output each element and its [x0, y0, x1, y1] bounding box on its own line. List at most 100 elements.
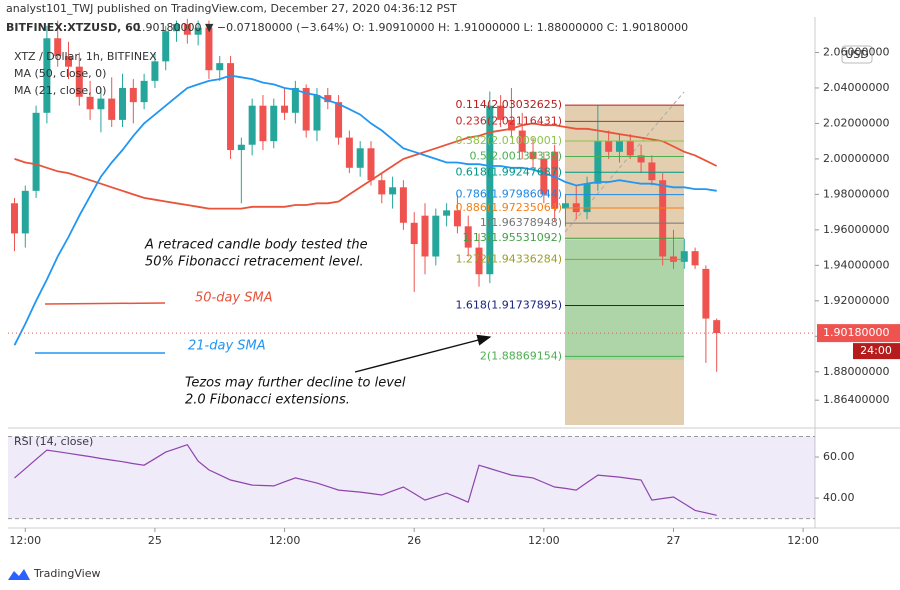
candle-body [119, 87, 127, 120]
y-tick-label: 1.94000000 [823, 258, 889, 271]
candle-body [561, 203, 569, 209]
main-pane: 0.114(2.03032625) 0.236(2.02116431) 0.382(… [8, 18, 815, 372]
fib-label: 1.13(1.95531092) [462, 231, 562, 244]
countdown-box [853, 343, 900, 360]
y-tick-label: 1.86400000 [823, 393, 889, 406]
candle-body [594, 141, 602, 184]
candle-body [356, 148, 364, 168]
candle-body [551, 151, 559, 209]
candle-body [10, 203, 18, 234]
y-tick-label: 40.00 [823, 491, 855, 504]
x-tick-label: 12:00 [9, 534, 41, 547]
candle-body [626, 141, 634, 156]
candle-body [345, 137, 353, 168]
candle-body [54, 38, 62, 57]
fib-label: 0.886(1.97235064) [455, 201, 562, 214]
candle-body [108, 98, 116, 120]
logo: TradingView [8, 567, 100, 580]
rsi-legend: RSI (14, close) [14, 435, 93, 448]
candle-body [205, 27, 213, 71]
annotation: A retraced candle body tested the [144, 238, 368, 253]
candle-body [324, 95, 332, 103]
candle-body [97, 98, 105, 110]
candle-body [680, 251, 688, 262]
y-tick-label: 2.00000000 [823, 152, 889, 165]
fib-box [564, 91, 685, 425]
candle-body [507, 119, 515, 131]
legend-entry: MA (21, close, 0) [14, 84, 106, 97]
candle-body [583, 183, 591, 213]
currency-box[interactable] [841, 45, 873, 64]
candle-body [713, 320, 721, 334]
candle-body [227, 63, 235, 151]
candle-body [43, 38, 51, 113]
y-tick-label: 2.06000000 [823, 45, 889, 58]
x-tick-label: 25 [148, 534, 162, 547]
legend-entry: MA (50, close, 0) [14, 67, 106, 80]
x-tick-label: 26 [407, 534, 421, 547]
fib-label: 1(1.96378948) [480, 216, 562, 229]
annotation: 2.0 Fibonacci extensions. [185, 393, 350, 408]
candle-body [399, 187, 407, 223]
candle-body [151, 61, 159, 81]
candle-body [659, 180, 667, 257]
candle-body [281, 105, 289, 113]
sma-key [44, 302, 166, 305]
fib-label: 0.618(1.99247687) [455, 165, 562, 178]
arrow [354, 334, 492, 373]
candle-body [183, 24, 191, 35]
candle-body [248, 105, 256, 145]
footer-brand: TradingView [33, 567, 100, 580]
candle-body [475, 247, 483, 275]
candle-body [529, 151, 537, 159]
countdown: 24:00 [860, 344, 892, 357]
candle-body [389, 187, 397, 195]
fib-label: 2(1.88869154) [480, 349, 562, 362]
candle-body [86, 96, 94, 110]
candle-body [291, 87, 299, 113]
fib-label: 1.272(1.94336284) [455, 252, 562, 265]
candle-body [216, 63, 224, 71]
candle-body [453, 210, 461, 227]
last-price-box [817, 324, 900, 343]
fib-label: 1.618(1.91737895) [455, 298, 562, 311]
y-tick-label: 1.96000000 [823, 223, 889, 236]
fib-label: 0.382(2.01009001) [455, 134, 562, 147]
currency[interactable]: USD [845, 48, 869, 61]
fib-label: 0.236(2.02116431) [455, 114, 562, 127]
fib-label: 0.5(2.00133335) [469, 150, 562, 163]
candle-body [486, 105, 494, 275]
candle-body [162, 31, 170, 62]
candle-body [270, 105, 278, 142]
x-tick-label: 12:00 [269, 534, 301, 547]
candle-body [64, 56, 72, 67]
candle-body [648, 162, 656, 181]
candle-body [140, 80, 148, 103]
line [14, 122, 718, 210]
candle-body [702, 268, 710, 319]
candle-body [237, 144, 245, 151]
annotation: 50% Fibonacci retracement level. [145, 255, 364, 270]
fib-label: 0.786(1.97986044) [455, 188, 562, 201]
candle-body [497, 105, 505, 120]
candle-body [432, 215, 440, 257]
candle-body [129, 87, 137, 103]
candle-body [615, 141, 623, 152]
y-tick-label: 60.00 [823, 450, 855, 463]
candle-body [518, 130, 526, 152]
author: analyst101_TWJ published on TradingView.… [6, 2, 457, 15]
candle-body [75, 66, 83, 97]
candle-body [378, 180, 386, 195]
candle-body [32, 112, 40, 191]
candle-body [21, 190, 29, 234]
candle-body [173, 24, 181, 32]
fib-zone [565, 240, 684, 360]
candle-body [313, 95, 321, 131]
candle-body [540, 158, 548, 195]
fib-label: 0.114(2.03032625) [455, 98, 562, 111]
symbol: BITFINEX:XTZUSD, 60 [6, 21, 141, 34]
annotation: 50-day SMA [195, 291, 273, 306]
candle-body [421, 215, 429, 257]
